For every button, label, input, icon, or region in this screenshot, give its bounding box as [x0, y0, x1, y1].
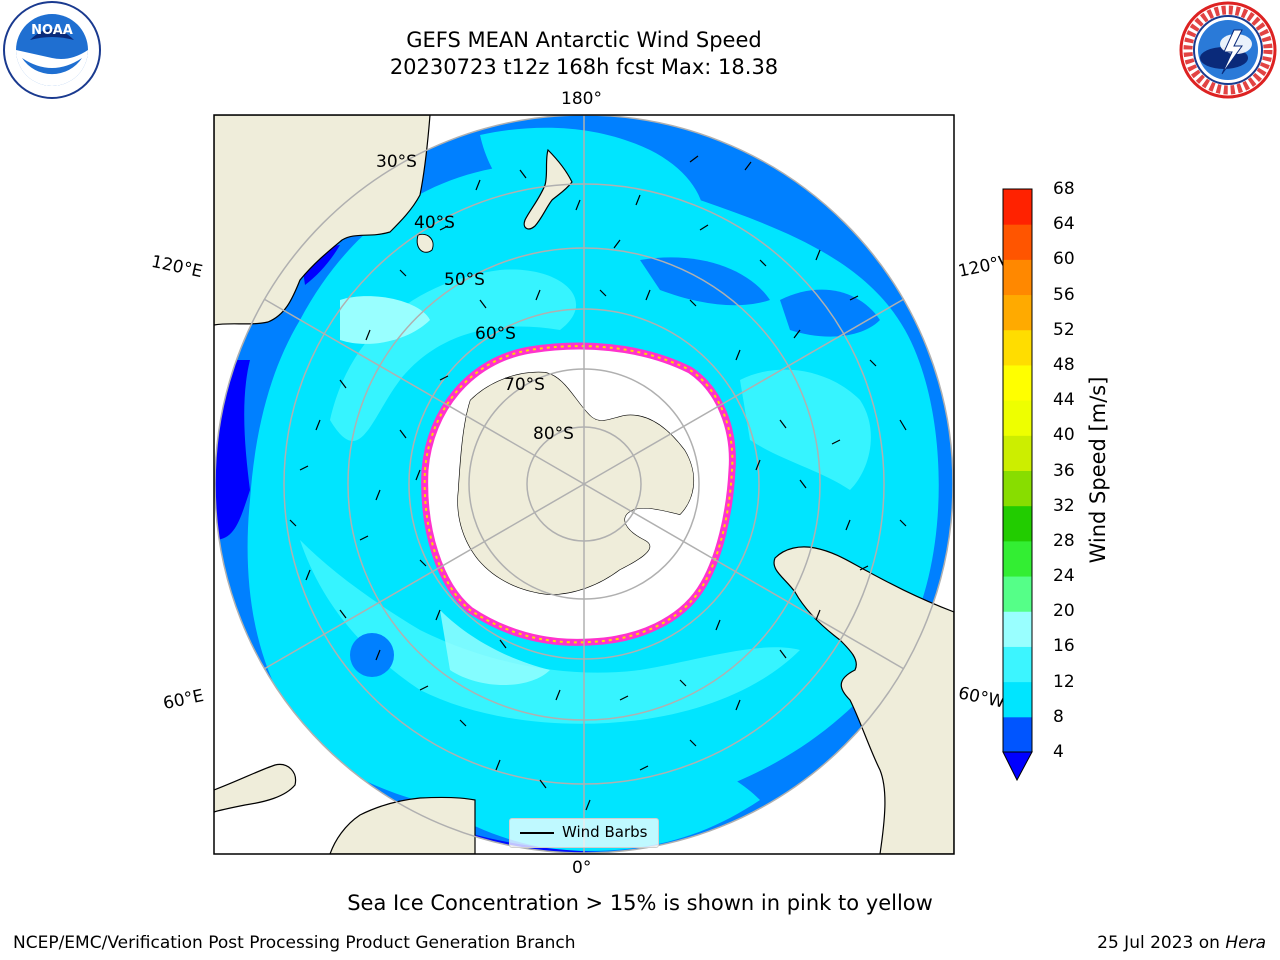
footer-date: 25 Jul 2023 on Hera	[1097, 933, 1266, 953]
colorbar-swatch	[1003, 294, 1032, 331]
new-zealand-landmass	[523, 148, 573, 230]
colorbar-swatch	[1003, 364, 1032, 401]
colorbar-tick-label: 4	[1053, 742, 1064, 762]
colorbar-swatch	[1003, 646, 1032, 683]
colorbar-swatch	[1003, 400, 1032, 436]
australia-landmass	[214, 115, 431, 326]
nws-logo-icon	[1179, 1, 1277, 99]
colorbar-tick-label: 40	[1053, 425, 1075, 446]
lon-label-0: 0°	[572, 858, 592, 878]
colorbar-tick-label: 48	[1053, 354, 1075, 375]
colorbar-swatch	[1003, 435, 1032, 471]
colorbar-swatch	[1003, 259, 1032, 296]
colorbar-swatch	[1003, 470, 1032, 507]
colorbar-swatch	[1003, 540, 1032, 577]
footer-credit: NCEP/EMC/Verification Post Processing Pr…	[13, 933, 576, 953]
colorbar-swatch	[1003, 189, 1032, 225]
lat-label-80s: 80°S	[533, 424, 574, 444]
lat-label-50s: 50°S	[444, 270, 485, 290]
noaa-logo-icon: NOAA	[3, 1, 101, 99]
colorbar-tick-label: 12	[1053, 671, 1075, 692]
colorbar-tick-label: 56	[1053, 284, 1075, 305]
colorbar-tick-label: 32	[1053, 495, 1075, 516]
colorbar-label: Wind Speed [m/s]	[1086, 376, 1110, 564]
colorbar-underflow-triangle	[1002, 751, 1033, 782]
colorbar-swatch	[1003, 611, 1032, 647]
chart-title: GEFS MEAN Antarctic Wind Speed	[406, 28, 762, 52]
wind-barb-legend-icon	[520, 832, 554, 834]
map-legend: Wind Barbs	[509, 818, 659, 848]
colorbar-tick-label: 64	[1053, 214, 1075, 235]
lat-label-40s: 40°S	[414, 213, 455, 233]
colorbar-swatch	[1003, 576, 1032, 612]
lat-label-60s: 60°S	[475, 324, 516, 344]
colorbar	[1002, 188, 1033, 782]
lat-label-30s: 30°S	[376, 152, 417, 172]
colorbar-tick-label: 28	[1053, 530, 1075, 551]
caption: Sea Ice Concentration > 15% is shown in …	[347, 891, 933, 915]
wind-barbs	[289, 155, 907, 811]
lat-label-70s: 70°S	[504, 375, 545, 395]
colorbar-tick-label: 60	[1053, 249, 1075, 270]
madagascar-landmass	[214, 763, 297, 813]
legend-label: Wind Barbs	[562, 823, 648, 841]
colorbar-swatches	[1003, 189, 1032, 753]
chart-subtitle: 20230723 t12z 168h fcst Max: 18.38	[389, 55, 779, 79]
colorbar-swatch	[1003, 505, 1032, 542]
colorbar-tick-label: 44	[1053, 390, 1075, 411]
colorbar-tick-label: 20	[1053, 601, 1075, 622]
colorbar-tick-label: 36	[1053, 460, 1075, 481]
colorbar-tick-label: 24	[1053, 566, 1075, 587]
map-frame	[213, 114, 955, 855]
colorbar-tick-label: 68	[1053, 179, 1075, 199]
noaa-logo-text: NOAA	[31, 23, 73, 38]
colorbar-tick-label: 8	[1053, 706, 1064, 727]
colorbar-tick-label: 52	[1053, 319, 1075, 340]
colorbar-tick-label: 16	[1053, 636, 1075, 657]
colorbar-swatch	[1003, 329, 1032, 366]
colorbar-swatch	[1003, 224, 1032, 260]
colorbar-swatch	[1003, 681, 1032, 718]
graticule	[214, 115, 954, 854]
colorbar-swatch	[1003, 716, 1032, 753]
map-area	[214, 115, 954, 854]
footer-host: Hera	[1225, 933, 1266, 953]
lon-label-180: 180°	[561, 89, 602, 109]
